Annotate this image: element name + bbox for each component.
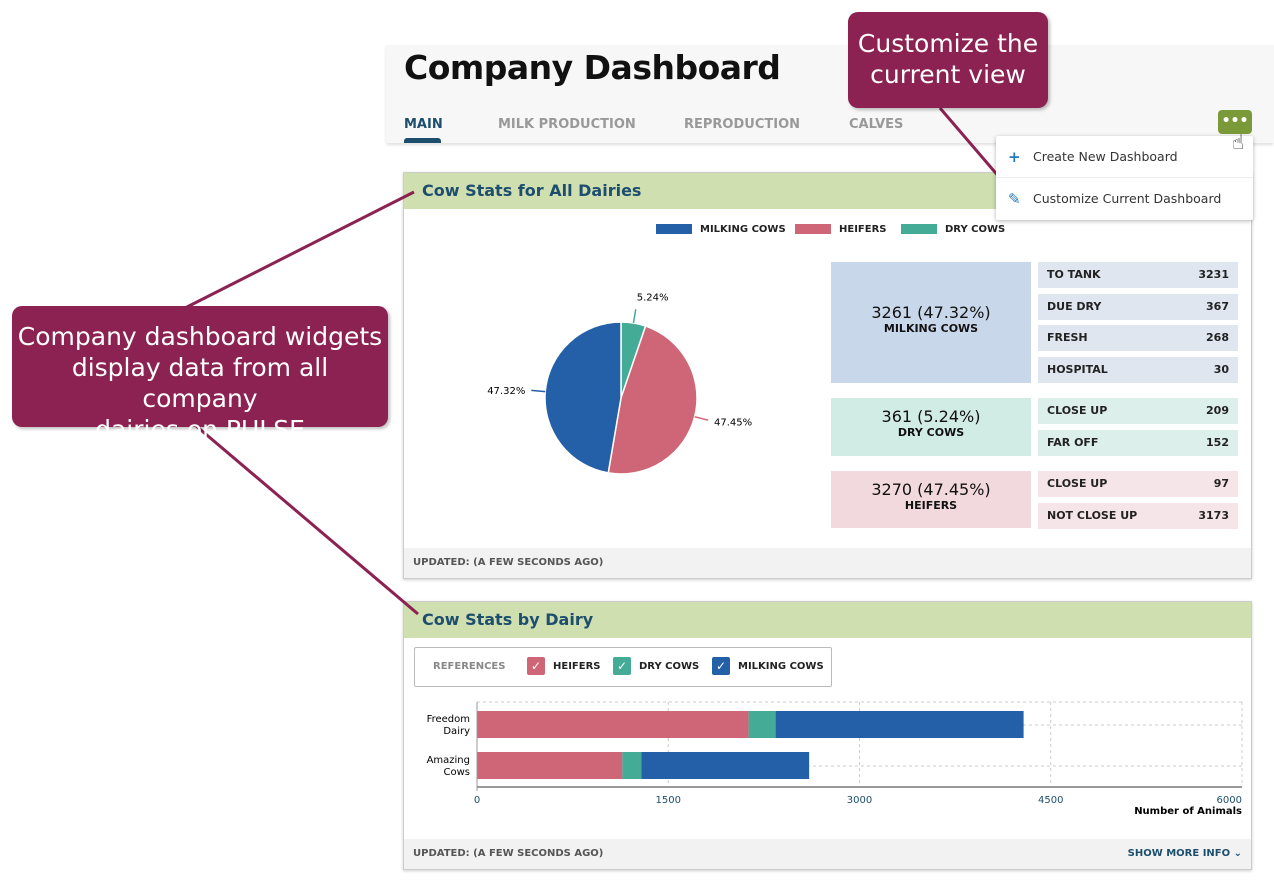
stat-row-milking: HOSPITAL 30 <box>1038 356 1238 383</box>
y-category-label: Dairy <box>443 726 470 737</box>
bar-milking-cows <box>775 711 1024 738</box>
references-label: REFERENCES <box>433 661 506 672</box>
stat-row-heifers: CLOSE UP 97 <box>1038 471 1238 497</box>
menu-item-label: Create New Dashboard <box>1033 149 1178 164</box>
x-axis-title: Number of Animals <box>1134 806 1242 817</box>
legend-milking: MILKING COWS <box>656 224 786 235</box>
stat-row-milking: DUE DRY 367 <box>1038 293 1238 320</box>
pie-leader-line <box>531 389 546 393</box>
stat-row-milking: FRESH 268 <box>1038 325 1238 351</box>
callout-company-widgets: Company dashboard widgets display data fr… <box>12 306 388 444</box>
dashboard-header <box>386 45 1274 143</box>
bar-milking-cows <box>641 752 810 779</box>
menu-item-create-dashboard[interactable]: + Create New Dashboard <box>996 136 1253 178</box>
x-tick-label: 3000 <box>847 795 872 806</box>
y-category-label: Freedom <box>427 714 470 725</box>
show-more-info-link[interactable]: SHOW MORE INFO ⌄ <box>1127 848 1242 859</box>
x-tick-label: 6000 <box>1217 795 1242 806</box>
legend-dry: DRY COWS <box>901 224 1005 235</box>
cow-stats-by-dairy-widget: Cow Stats by Dairy REFERENCES ✓ HEIFERS ✓… <box>403 601 1252 870</box>
bar-dry-cows <box>748 711 776 738</box>
x-tick-label: 4500 <box>1038 795 1063 806</box>
checkmark-icon: ✓ <box>712 657 730 675</box>
page-title: Company Dashboard <box>404 48 781 87</box>
legend-heifers: HEIFERS <box>795 224 887 235</box>
pie-data-label: 47.45% <box>714 418 752 429</box>
tab-reproduction[interactable]: REPRODUCTION <box>684 117 801 132</box>
y-category-label: Cows <box>444 767 471 778</box>
tab-milk-production[interactable]: MILK PRODUCTION <box>498 117 636 132</box>
pie-leader-line <box>632 309 637 324</box>
tab-calves[interactable]: CALVES <box>849 117 904 132</box>
cow-stats-all-dairies-widget: Cow Stats for All Dairies MILKING COWS H… <box>403 172 1252 579</box>
dry-cows-checkbox[interactable]: ✓ DRY COWS <box>613 648 699 686</box>
tab-main[interactable]: MAIN <box>404 117 443 132</box>
x-tick-label: 1500 <box>656 795 681 806</box>
y-category-label: Amazing <box>427 755 470 766</box>
checkmark-icon: ✓ <box>613 657 631 675</box>
callout-customize: Customize the current view <box>848 12 1048 108</box>
dashboard-menu: + Create New Dashboard ✎ Customize Current… <box>996 136 1253 220</box>
active-tab-indicator <box>404 138 441 143</box>
pie-slice-1 <box>607 325 698 475</box>
bar-heifers <box>477 752 623 779</box>
pie-data-label: 5.24% <box>637 292 669 303</box>
dry-cows-summary: 361 (5.24%) DRY COWS <box>831 398 1031 456</box>
more-options-button[interactable]: ••• <box>1218 110 1252 134</box>
references-filter: REFERENCES ✓ HEIFERS ✓ DRY COWS ✓ MILKING C… <box>414 647 832 687</box>
bar-dry-cows <box>622 752 642 779</box>
menu-item-label: Customize Current Dashboard <box>1033 191 1222 206</box>
pencil-icon: ✎ <box>1008 190 1021 208</box>
stat-row-dry: FAR OFF 152 <box>1038 429 1238 456</box>
stat-row-dry: CLOSE UP 209 <box>1038 398 1238 424</box>
widget-footer: UPDATED: (A FEW SECONDS AGO) <box>404 548 1251 578</box>
milking-cows-checkbox[interactable]: ✓ MILKING COWS <box>712 648 824 686</box>
stat-row-milking: TO TANK 3231 <box>1038 262 1238 288</box>
widget-title: Cow Stats by Dairy <box>404 602 1251 638</box>
bar-heifers <box>477 711 749 738</box>
heifers-summary: 3270 (47.45%) HEIFERS <box>831 471 1031 528</box>
pie-chart: 5.24% 47.45% 47.32% <box>487 292 752 475</box>
plus-icon: + <box>1008 148 1021 166</box>
pie-data-label: 47.32% <box>487 386 525 397</box>
milking-cows-summary: 3261 (47.32%) MILKING COWS <box>831 262 1031 383</box>
x-tick-label: 0 <box>474 795 480 806</box>
heifers-checkbox[interactable]: ✓ HEIFERS <box>527 648 601 686</box>
checkmark-icon: ✓ <box>527 657 545 675</box>
stat-row-heifers: NOT CLOSE UP 3173 <box>1038 502 1238 529</box>
menu-item-customize-dashboard[interactable]: ✎ Customize Current Dashboard <box>996 178 1253 220</box>
pie-slice-2 <box>544 321 622 474</box>
widget-footer: UPDATED: (A FEW SECONDS AGO) SHOW MORE I… <box>404 839 1251 869</box>
pie-leader-line <box>694 415 709 421</box>
hand-cursor-icon: ☝ <box>1232 130 1245 154</box>
